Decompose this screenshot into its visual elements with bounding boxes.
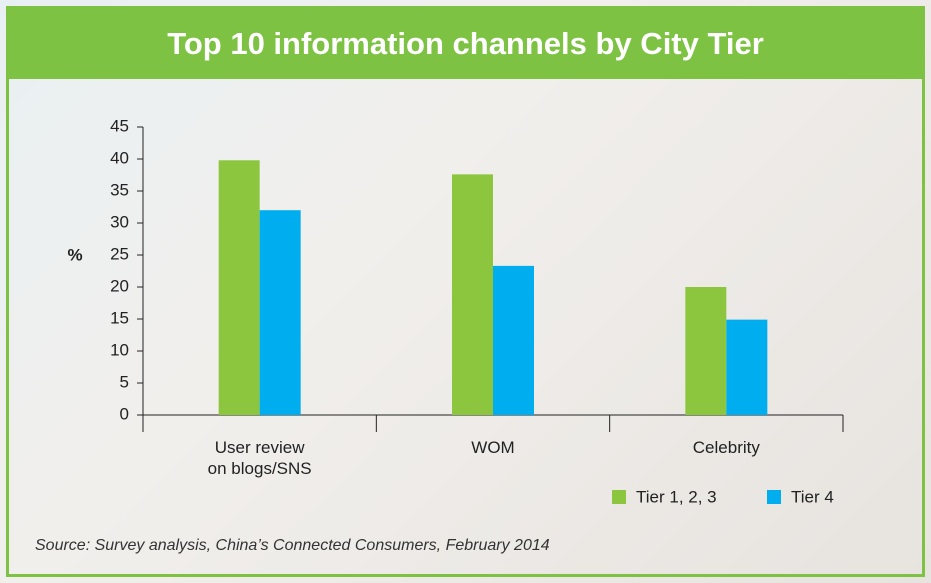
- bar: [260, 210, 301, 415]
- y-tick-label: 35: [110, 180, 129, 199]
- y-axis-label: %: [67, 245, 82, 264]
- x-tick-label: Celebrity: [671, 437, 781, 458]
- y-tick-label: 5: [120, 372, 129, 391]
- y-tick-label: 45: [110, 116, 129, 135]
- y-tick-label: 10: [110, 340, 129, 359]
- y-tick-label: 20: [110, 276, 129, 295]
- bar: [219, 160, 260, 415]
- bar: [493, 266, 534, 415]
- y-tick-label: 0: [120, 404, 129, 423]
- legend-label: Tier 4: [791, 487, 834, 506]
- chart: % 0 5 10 15 20 25 30 35 40 45 Tier 1, 2, 3 Tier 4: [0, 0, 931, 583]
- bar: [726, 320, 767, 415]
- page: Top 10 information channels by City Tier…: [0, 0, 931, 583]
- source-note: Source: Survey analysis, China’s Connect…: [35, 537, 550, 555]
- bar: [452, 174, 493, 415]
- y-tick-label: 40: [110, 148, 129, 167]
- y-tick-label: 15: [110, 308, 129, 327]
- x-tick-label: User review on blogs/SNS: [205, 437, 315, 479]
- legend-label: Tier 1, 2, 3: [636, 487, 717, 506]
- legend-swatch: [612, 490, 626, 504]
- y-tick-label: 25: [110, 244, 129, 263]
- y-tick-label: 30: [110, 212, 129, 231]
- bar: [685, 287, 726, 415]
- x-tick-label: WOM: [438, 437, 548, 458]
- legend-swatch: [767, 490, 781, 504]
